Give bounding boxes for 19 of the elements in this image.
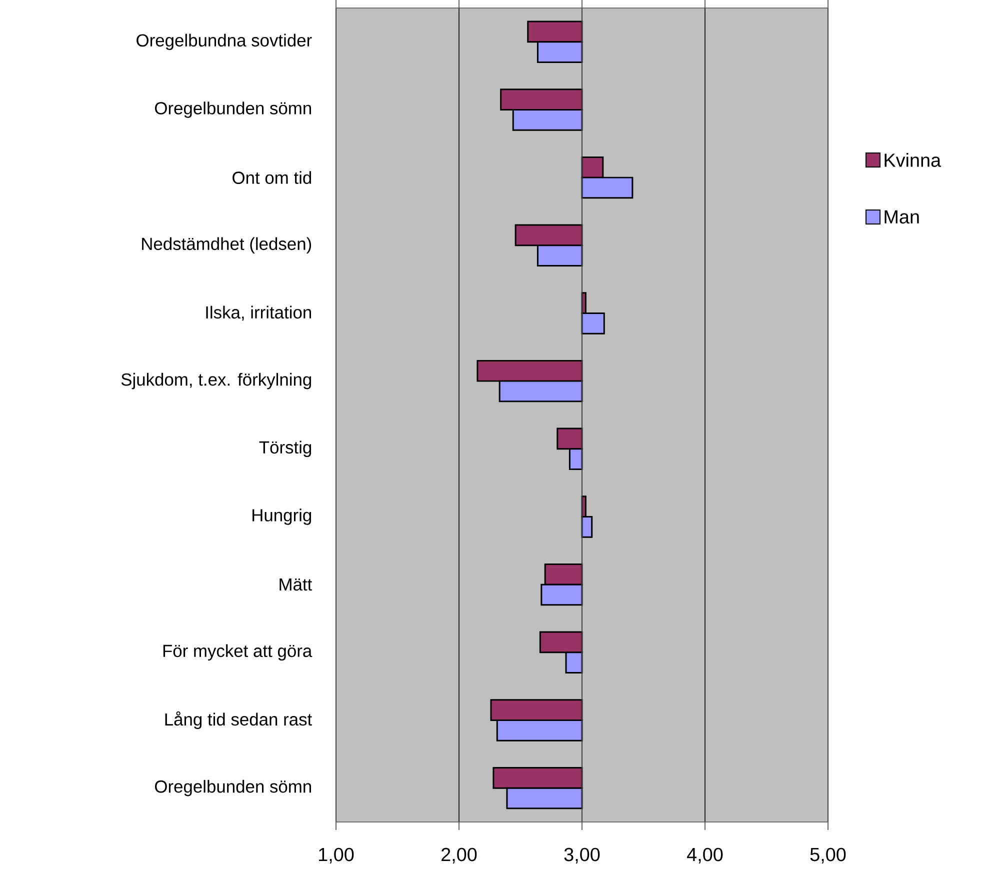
y-tick-label: Nedstämdhet (ledsen) — [142, 237, 312, 254]
y-tick-label: Oregelbundna sovtider — [136, 34, 312, 50]
y-tick-label: Ont om tid — [232, 171, 312, 184]
y-tick-label: Lång tid sedan rast — [165, 711, 312, 730]
y-tick-label: För mycket att göra — [163, 644, 312, 661]
y-tick-label: Mätt — [280, 578, 312, 591]
y-tick-label: Hungrig — [252, 508, 312, 525]
legend-label: Kvinna — [884, 153, 942, 167]
x-tick-label: 2,00 — [442, 848, 477, 864]
y-tick-label: Oregelbunden sömn — [155, 102, 311, 118]
y-tick-label: Oregelbunden sömn — [155, 780, 311, 796]
x-tick-label: 3,00 — [564, 848, 600, 864]
x-tick-label: 4,00 — [687, 848, 723, 864]
x-tick-label: 1,00 — [319, 848, 354, 864]
legend-label: Man — [884, 210, 919, 224]
y-tick-label: Törstig — [259, 440, 312, 458]
y-tick-label: Ilska, irritation — [206, 306, 312, 321]
y-tick-label: Sjukdom, t.ex. förkylning — [121, 372, 312, 390]
x-tick-label: 5,00 — [810, 848, 846, 864]
